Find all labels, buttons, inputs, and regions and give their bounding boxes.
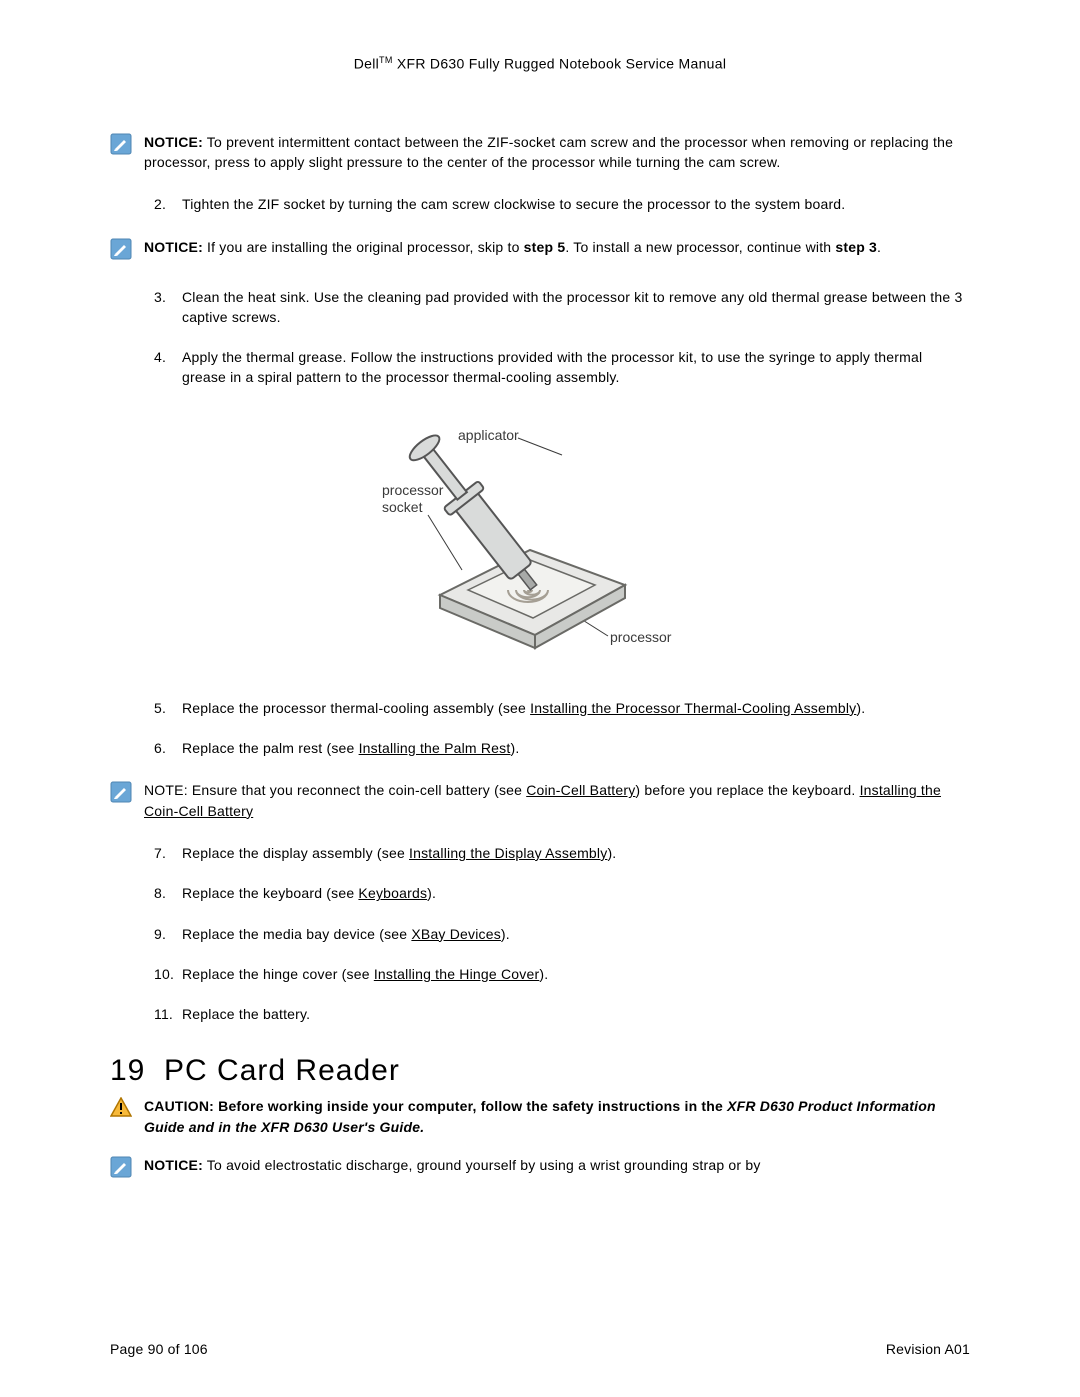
notice-block: NOTICE: If you are installing the origin…: [110, 237, 970, 265]
link-text[interactable]: Installing the Display Assembly: [409, 845, 607, 861]
notice-text: NOTICE: If you are installing the origin…: [144, 237, 881, 257]
text: ).: [510, 740, 519, 756]
notice-block: NOTICE: To prevent intermittent contact …: [110, 132, 970, 173]
caution-block: CAUTION: Before working inside your comp…: [110, 1096, 970, 1137]
list-number: 7.: [154, 843, 182, 863]
text: Replace the keyboard (see: [182, 885, 358, 901]
figure-label-processor-socket: processor: [382, 482, 444, 498]
ordered-list: 3. Clean the heat sink. Use the cleaning…: [154, 287, 970, 388]
list-item: 2. Tighten the ZIF socket by turning the…: [154, 194, 970, 214]
footer-page: Page 90 of 106: [110, 1341, 208, 1357]
link-text[interactable]: Coin-Cell Battery: [526, 782, 635, 798]
list-number: 10.: [154, 964, 182, 984]
text: ).: [607, 845, 616, 861]
notice-label: NOTICE:: [144, 134, 203, 150]
list-body: Replace the processor thermal-cooling as…: [182, 698, 970, 718]
list-number: 9.: [154, 924, 182, 944]
text: ).: [539, 966, 548, 982]
section-title: PC Card Reader: [164, 1054, 400, 1087]
link-text[interactable]: Installing the Hinge Cover: [374, 966, 540, 982]
text: ).: [856, 700, 865, 716]
text: ).: [501, 926, 510, 942]
page-footer: Page 90 of 106 Revision A01: [110, 1341, 970, 1357]
notice-text: NOTICE: To avoid electrostatic discharge…: [144, 1155, 761, 1175]
notice-icon: [110, 238, 134, 265]
section-heading: 19 PC Card Reader: [110, 1054, 970, 1088]
caution-icon: [110, 1097, 134, 1122]
text: Replace the palm rest (see: [182, 740, 359, 756]
figure-label-processor: processor: [610, 629, 672, 645]
list-body: Tighten the ZIF socket by turning the ca…: [182, 194, 970, 214]
list-body: Replace the battery.: [182, 1004, 970, 1024]
figure-label-socket: socket: [382, 499, 423, 515]
text: Replace the processor thermal-cooling as…: [182, 700, 530, 716]
notice-body-c: .: [877, 239, 881, 255]
list-number: 3.: [154, 287, 182, 328]
notice-body-b: . To install a new processor, continue w…: [565, 239, 835, 255]
notice-body: To prevent intermittent contact between …: [144, 134, 953, 170]
list-body: Replace the keyboard (see Keyboards).: [182, 883, 970, 903]
list-item: 7. Replace the display assembly (see Ins…: [154, 843, 970, 863]
text: Replace the hinge cover (see: [182, 966, 374, 982]
caution-body-a: Before working inside your computer, fol…: [214, 1098, 727, 1114]
ordered-list: 7. Replace the display assembly (see Ins…: [154, 843, 970, 1024]
notice-label: NOTICE:: [144, 1157, 203, 1173]
list-body: Replace the media bay device (see XBay D…: [182, 924, 970, 944]
link-text[interactable]: Keyboards: [358, 885, 427, 901]
list-item: 10. Replace the hinge cover (see Install…: [154, 964, 970, 984]
header-tm: TM: [379, 55, 393, 65]
notice-bold: step 3: [835, 239, 877, 255]
notice-block: NOTICE: To avoid electrostatic discharge…: [110, 1155, 970, 1183]
list-item: 6. Replace the palm rest (see Installing…: [154, 738, 970, 758]
notice-icon: [110, 1156, 134, 1183]
list-body: Replace the palm rest (see Installing th…: [182, 738, 970, 758]
header-brand: Dell: [354, 56, 379, 72]
note-body-b: ) before you replace the keyboard.: [635, 782, 859, 798]
list-body: Replace the hinge cover (see Installing …: [182, 964, 970, 984]
note-text: NOTE: Ensure that you reconnect the coin…: [144, 780, 970, 821]
caution-text: CAUTION: Before working inside your comp…: [144, 1096, 970, 1137]
footer-revision: Revision A01: [886, 1341, 970, 1357]
text: ).: [427, 885, 436, 901]
list-item: 5. Replace the processor thermal-cooling…: [154, 698, 970, 718]
caution-label: CAUTION:: [144, 1098, 214, 1114]
list-number: 11.: [154, 1004, 182, 1024]
list-item: 4. Apply the thermal grease. Follow the …: [154, 347, 970, 388]
text: Replace the battery.: [182, 1006, 310, 1022]
page-header: DellTM XFR D630 Fully Rugged Notebook Se…: [110, 55, 970, 72]
text: Replace the media bay device (see: [182, 926, 411, 942]
list-number: 4.: [154, 347, 182, 388]
notice-text: NOTICE: To prevent intermittent contact …: [144, 132, 970, 173]
list-item: 8. Replace the keyboard (see Keyboards).: [154, 883, 970, 903]
link-text[interactable]: XBay Devices: [411, 926, 501, 942]
ordered-list: 5. Replace the processor thermal-cooling…: [154, 698, 970, 759]
figure-label-applicator: applicator: [458, 427, 519, 443]
list-body: Clean the heat sink. Use the cleaning pa…: [182, 287, 970, 328]
list-item: 3. Clean the heat sink. Use the cleaning…: [154, 287, 970, 328]
list-item: 9. Replace the media bay device (see XBa…: [154, 924, 970, 944]
list-number: 2.: [154, 194, 182, 214]
note-label: NOTE:: [144, 782, 188, 798]
thermal-grease-figure: applicator processor socket processor: [110, 410, 970, 670]
list-number: 6.: [154, 738, 182, 758]
notice-body: To avoid electrostatic discharge, ground…: [203, 1157, 761, 1173]
notice-bold: step 5: [524, 239, 566, 255]
list-body: Apply the thermal grease. Follow the ins…: [182, 347, 970, 388]
list-number: 5.: [154, 698, 182, 718]
notice-body-a: If you are installing the original proce…: [203, 239, 524, 255]
notice-label: NOTICE:: [144, 239, 203, 255]
note-body-a: Ensure that you reconnect the coin-cell …: [188, 782, 526, 798]
notice-icon: [110, 133, 134, 160]
header-rest: XFR D630 Fully Rugged Notebook Service M…: [393, 56, 727, 72]
link-text[interactable]: Installing the Processor Thermal-Cooling…: [530, 700, 856, 716]
list-item: 11. Replace the battery.: [154, 1004, 970, 1024]
note-block: NOTE: Ensure that you reconnect the coin…: [110, 780, 970, 821]
list-number: 8.: [154, 883, 182, 903]
ordered-list: 2. Tighten the ZIF socket by turning the…: [154, 194, 970, 214]
link-text[interactable]: Installing the Palm Rest: [359, 740, 511, 756]
notice-icon: [110, 781, 134, 808]
section-number: 19: [110, 1054, 145, 1087]
text: Replace the display assembly (see: [182, 845, 409, 861]
list-body: Replace the display assembly (see Instal…: [182, 843, 970, 863]
